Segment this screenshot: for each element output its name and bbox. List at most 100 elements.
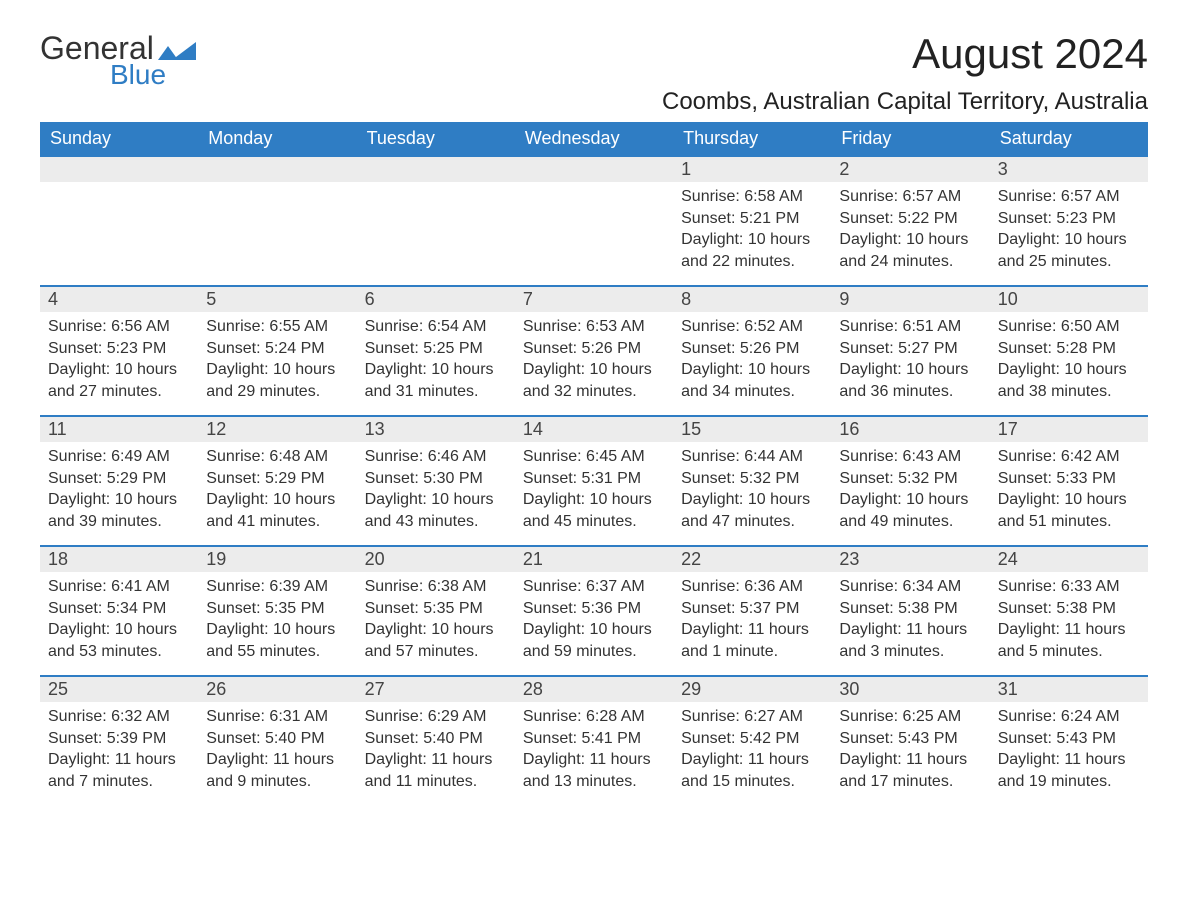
sunset-text: Sunset: 5:31 PM [523,468,665,490]
sunset-text: Sunset: 5:42 PM [681,728,823,750]
calendar-cell: 31Sunrise: 6:24 AMSunset: 5:43 PMDayligh… [990,675,1148,805]
calendar-cell: 28Sunrise: 6:28 AMSunset: 5:41 PMDayligh… [515,675,673,805]
day-wrap: 26Sunrise: 6:31 AMSunset: 5:40 PMDayligh… [198,675,356,804]
calendar-row: 18Sunrise: 6:41 AMSunset: 5:34 PMDayligh… [40,545,1148,675]
day-body: Sunrise: 6:28 AMSunset: 5:41 PMDaylight:… [515,702,673,804]
day-wrap: 4Sunrise: 6:56 AMSunset: 5:23 PMDaylight… [40,285,198,414]
daylight-text: Daylight: 10 hours and 34 minutes. [681,359,823,402]
calendar-row: 11Sunrise: 6:49 AMSunset: 5:29 PMDayligh… [40,415,1148,545]
calendar-cell: 5Sunrise: 6:55 AMSunset: 5:24 PMDaylight… [198,285,356,415]
sunrise-text: Sunrise: 6:57 AM [839,186,981,208]
day-body: Sunrise: 6:42 AMSunset: 5:33 PMDaylight:… [990,442,1148,544]
day-body: Sunrise: 6:58 AMSunset: 5:21 PMDaylight:… [673,182,831,284]
sunset-text: Sunset: 5:35 PM [365,598,507,620]
day-body: Sunrise: 6:50 AMSunset: 5:28 PMDaylight:… [990,312,1148,414]
daylight-text: Daylight: 11 hours and 3 minutes. [839,619,981,662]
weekday-header: Tuesday [357,122,515,155]
day-wrap: 18Sunrise: 6:41 AMSunset: 5:34 PMDayligh… [40,545,198,674]
day-number: 19 [198,547,356,572]
day-body: Sunrise: 6:39 AMSunset: 5:35 PMDaylight:… [198,572,356,674]
sunset-text: Sunset: 5:35 PM [206,598,348,620]
calendar-header-row: SundayMondayTuesdayWednesdayThursdayFrid… [40,122,1148,155]
calendar-cell: 22Sunrise: 6:36 AMSunset: 5:37 PMDayligh… [673,545,831,675]
calendar-cell: 27Sunrise: 6:29 AMSunset: 5:40 PMDayligh… [357,675,515,805]
sunset-text: Sunset: 5:21 PM [681,208,823,230]
day-wrap: 1Sunrise: 6:58 AMSunset: 5:21 PMDaylight… [673,155,831,284]
sunrise-text: Sunrise: 6:24 AM [998,706,1140,728]
sunset-text: Sunset: 5:27 PM [839,338,981,360]
day-wrap: 7Sunrise: 6:53 AMSunset: 5:26 PMDaylight… [515,285,673,414]
day-body: Sunrise: 6:32 AMSunset: 5:39 PMDaylight:… [40,702,198,804]
day-wrap: 30Sunrise: 6:25 AMSunset: 5:43 PMDayligh… [831,675,989,804]
calendar-cell: 4Sunrise: 6:56 AMSunset: 5:23 PMDaylight… [40,285,198,415]
location-subtitle: Coombs, Australian Capital Territory, Au… [662,88,1148,116]
sunset-text: Sunset: 5:30 PM [365,468,507,490]
day-wrap: 16Sunrise: 6:43 AMSunset: 5:32 PMDayligh… [831,415,989,544]
day-wrap: 2Sunrise: 6:57 AMSunset: 5:22 PMDaylight… [831,155,989,284]
sunset-text: Sunset: 5:28 PM [998,338,1140,360]
day-body: Sunrise: 6:38 AMSunset: 5:35 PMDaylight:… [357,572,515,674]
day-body: Sunrise: 6:55 AMSunset: 5:24 PMDaylight:… [198,312,356,414]
day-number: 7 [515,287,673,312]
day-number: 26 [198,677,356,702]
sunrise-text: Sunrise: 6:57 AM [998,186,1140,208]
daylight-text: Daylight: 10 hours and 29 minutes. [206,359,348,402]
day-number: 22 [673,547,831,572]
sunrise-text: Sunrise: 6:34 AM [839,576,981,598]
day-body: Sunrise: 6:25 AMSunset: 5:43 PMDaylight:… [831,702,989,804]
weekday-header: Wednesday [515,122,673,155]
day-body: Sunrise: 6:54 AMSunset: 5:25 PMDaylight:… [357,312,515,414]
day-body: Sunrise: 6:51 AMSunset: 5:27 PMDaylight:… [831,312,989,414]
day-number: 12 [198,417,356,442]
sunrise-text: Sunrise: 6:52 AM [681,316,823,338]
sunset-text: Sunset: 5:23 PM [998,208,1140,230]
day-number: 13 [357,417,515,442]
day-wrap: 17Sunrise: 6:42 AMSunset: 5:33 PMDayligh… [990,415,1148,544]
sunrise-text: Sunrise: 6:50 AM [998,316,1140,338]
day-number: 2 [831,157,989,182]
empty-day [198,155,356,182]
day-wrap: 12Sunrise: 6:48 AMSunset: 5:29 PMDayligh… [198,415,356,544]
day-number: 16 [831,417,989,442]
day-wrap: 3Sunrise: 6:57 AMSunset: 5:23 PMDaylight… [990,155,1148,284]
empty-day [515,155,673,182]
weekday-header: Monday [198,122,356,155]
day-number: 21 [515,547,673,572]
calendar-cell: 25Sunrise: 6:32 AMSunset: 5:39 PMDayligh… [40,675,198,805]
day-number: 29 [673,677,831,702]
sunrise-text: Sunrise: 6:56 AM [48,316,190,338]
weekday-header: Friday [831,122,989,155]
sunset-text: Sunset: 5:24 PM [206,338,348,360]
day-body: Sunrise: 6:31 AMSunset: 5:40 PMDaylight:… [198,702,356,804]
weekday-header: Thursday [673,122,831,155]
weekday-header: Saturday [990,122,1148,155]
calendar-cell: 24Sunrise: 6:33 AMSunset: 5:38 PMDayligh… [990,545,1148,675]
sunrise-text: Sunrise: 6:33 AM [998,576,1140,598]
sunset-text: Sunset: 5:32 PM [839,468,981,490]
sunrise-text: Sunrise: 6:53 AM [523,316,665,338]
day-body: Sunrise: 6:57 AMSunset: 5:23 PMDaylight:… [990,182,1148,284]
sunset-text: Sunset: 5:26 PM [681,338,823,360]
day-number: 20 [357,547,515,572]
daylight-text: Daylight: 11 hours and 13 minutes. [523,749,665,792]
day-body: Sunrise: 6:57 AMSunset: 5:22 PMDaylight:… [831,182,989,284]
day-wrap: 9Sunrise: 6:51 AMSunset: 5:27 PMDaylight… [831,285,989,414]
daylight-text: Daylight: 10 hours and 27 minutes. [48,359,190,402]
sunset-text: Sunset: 5:43 PM [839,728,981,750]
calendar-cell [357,155,515,285]
calendar-cell: 29Sunrise: 6:27 AMSunset: 5:42 PMDayligh… [673,675,831,805]
day-number: 8 [673,287,831,312]
day-body: Sunrise: 6:43 AMSunset: 5:32 PMDaylight:… [831,442,989,544]
empty-day-strip [40,157,198,182]
sunrise-text: Sunrise: 6:31 AM [206,706,348,728]
sunrise-text: Sunrise: 6:46 AM [365,446,507,468]
day-number: 11 [40,417,198,442]
sunset-text: Sunset: 5:26 PM [523,338,665,360]
sunset-text: Sunset: 5:23 PM [48,338,190,360]
calendar-cell: 7Sunrise: 6:53 AMSunset: 5:26 PMDaylight… [515,285,673,415]
day-body: Sunrise: 6:53 AMSunset: 5:26 PMDaylight:… [515,312,673,414]
daylight-text: Daylight: 10 hours and 38 minutes. [998,359,1140,402]
day-body: Sunrise: 6:48 AMSunset: 5:29 PMDaylight:… [198,442,356,544]
sunrise-text: Sunrise: 6:37 AM [523,576,665,598]
sunrise-text: Sunrise: 6:28 AM [523,706,665,728]
